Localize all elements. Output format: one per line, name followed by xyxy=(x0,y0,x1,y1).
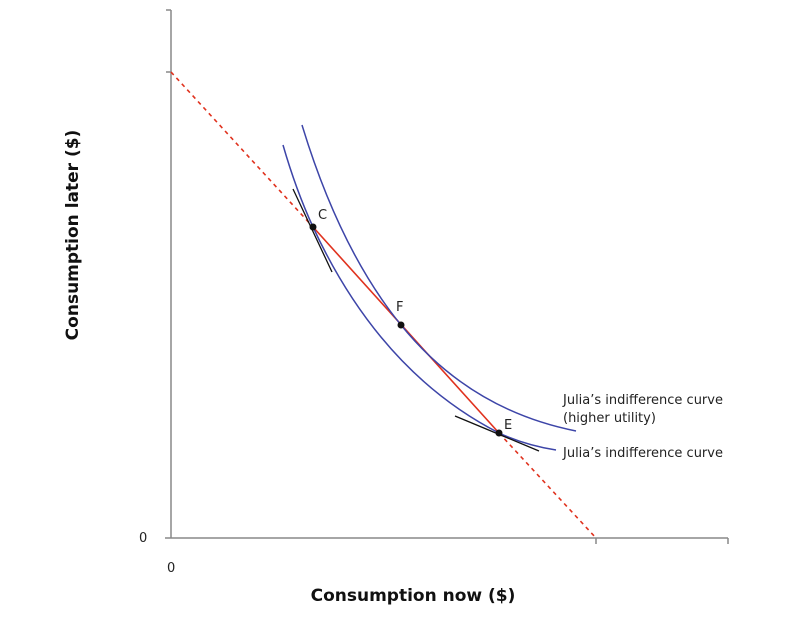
higher-curve-label-line2: (higher utility) xyxy=(563,411,656,426)
tangent-at-c xyxy=(292,188,333,273)
indifference-curve-higher xyxy=(301,124,577,432)
x-origin-label: 0 xyxy=(167,561,175,576)
point-c-label: C xyxy=(318,208,327,223)
x-axis-title: Consumption now ($) xyxy=(311,586,516,606)
budget-line-dashed-upper xyxy=(170,71,314,228)
point-f-label: F xyxy=(396,300,403,315)
higher-curve-label-line1: Julia’s indifference curve xyxy=(562,393,723,408)
point-c xyxy=(309,223,317,231)
point-e-label: E xyxy=(504,418,512,433)
point-f xyxy=(397,321,405,329)
y-axis-title: Consumption later ($) xyxy=(63,130,83,341)
indifference-curve-lower xyxy=(282,144,557,451)
axes xyxy=(165,9,729,544)
lower-curve-label: Julia’s indifference curve xyxy=(562,446,723,461)
point-e xyxy=(495,429,503,437)
y-origin-label: 0 xyxy=(139,531,147,546)
